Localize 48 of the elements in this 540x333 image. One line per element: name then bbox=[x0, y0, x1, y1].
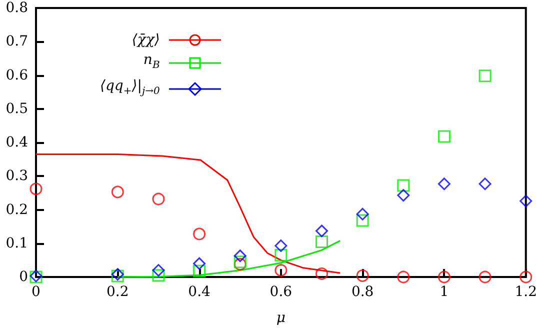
point bbox=[397, 179, 410, 192]
point bbox=[274, 239, 288, 252]
x-tick-label: 0.2 bbox=[106, 284, 129, 300]
point bbox=[478, 270, 492, 284]
point bbox=[478, 70, 492, 82]
x-tick-label: 0 bbox=[32, 284, 40, 300]
y-tick-label: 0.2 bbox=[6, 202, 28, 218]
point bbox=[316, 267, 328, 280]
point bbox=[193, 264, 206, 278]
point bbox=[152, 269, 165, 282]
x-tick-label: 1 bbox=[440, 284, 449, 300]
point bbox=[438, 178, 450, 190]
point bbox=[356, 214, 369, 227]
legend-label: ⟨χ̄χ⟩ bbox=[132, 31, 160, 50]
point bbox=[316, 235, 328, 248]
point bbox=[316, 224, 328, 238]
point bbox=[152, 192, 165, 206]
point bbox=[111, 186, 124, 198]
x-tick-label: 1.2 bbox=[514, 284, 537, 300]
point bbox=[274, 264, 288, 277]
x-axis-title: μ bbox=[276, 310, 286, 326]
y-tick-label: 0.6 bbox=[6, 67, 28, 84]
point bbox=[274, 248, 288, 262]
point bbox=[30, 182, 42, 196]
point bbox=[478, 178, 492, 190]
x-tick-label: 0.4 bbox=[188, 284, 211, 300]
x-tick-label: 0.8 bbox=[351, 284, 374, 300]
point bbox=[193, 257, 206, 270]
y-tick-label: 0.1 bbox=[6, 235, 28, 252]
legend-label: n$_{B}$ bbox=[143, 51, 160, 73]
point bbox=[397, 189, 410, 202]
point bbox=[438, 270, 450, 284]
point bbox=[193, 228, 206, 240]
y-tick-label: 0.5 bbox=[6, 100, 28, 117]
point bbox=[152, 264, 165, 277]
y-tick-label: 0.3 bbox=[6, 168, 28, 184]
y-tick-label: 0 bbox=[19, 269, 28, 285]
point bbox=[438, 130, 450, 143]
point bbox=[234, 250, 246, 262]
legend-label: ⟨qq$_{+}$⟩|$_{j→0}$ bbox=[100, 76, 160, 99]
x-tick-label: 0.6 bbox=[270, 284, 292, 300]
point bbox=[356, 208, 369, 220]
point bbox=[520, 194, 532, 208]
point bbox=[356, 269, 369, 282]
y-tick-label: 0.4 bbox=[6, 134, 28, 150]
y-tick-label: 0.7 bbox=[6, 34, 28, 50]
point bbox=[397, 270, 410, 284]
y-tick-label: 0.8 bbox=[6, 0, 28, 16]
